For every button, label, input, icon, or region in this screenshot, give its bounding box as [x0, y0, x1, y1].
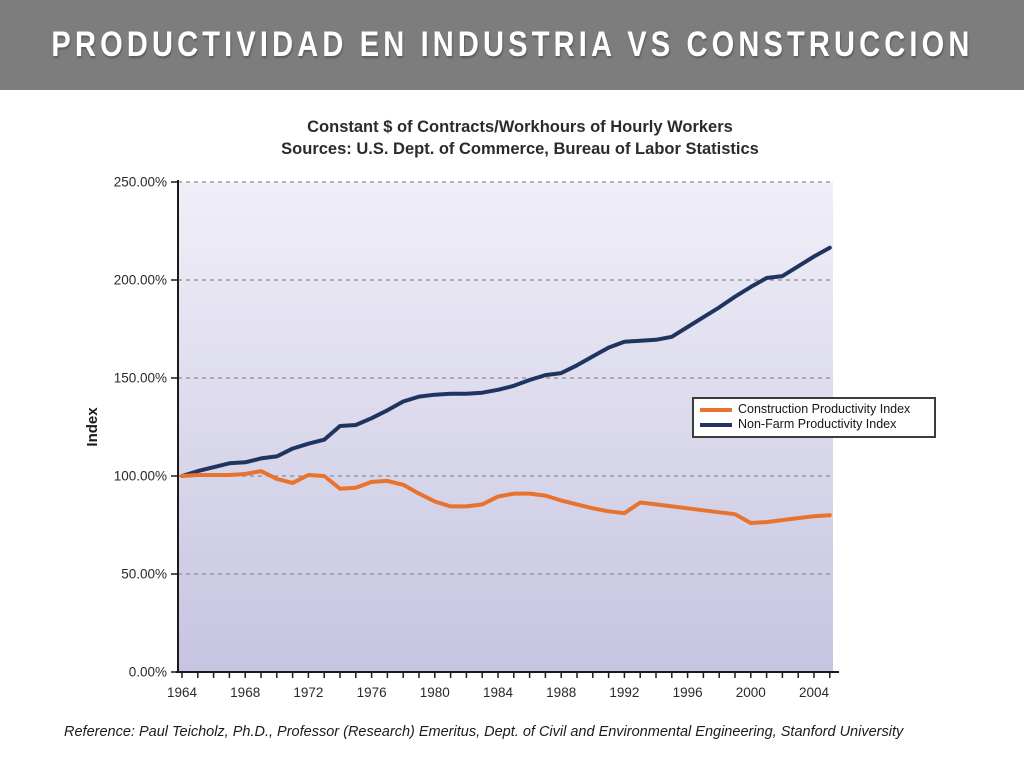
legend-item-nonfarm: Non-Farm Productivity Index: [698, 417, 930, 432]
y-tick-label: 200.00%: [114, 273, 167, 288]
x-tick-label: 1976: [357, 685, 387, 700]
title-banner: PRODUCTIVIDAD EN INDUSTRIA VS CONSTRUCCI…: [0, 0, 1024, 90]
chart-title-line2: Sources: U.S. Dept. of Commerce, Bureau …: [281, 140, 759, 158]
y-tick-label: 250.00%: [114, 175, 167, 190]
x-tick-label: 1996: [673, 685, 703, 700]
x-tick-label: 1984: [483, 685, 514, 700]
x-tick-label: 1992: [609, 685, 639, 700]
construction-line-swatch: [700, 407, 732, 412]
x-tick-label: 1972: [293, 685, 323, 700]
chart-title-line1: Constant $ of Contracts/Workhours of Hou…: [307, 118, 733, 136]
axes: [171, 180, 839, 678]
y-tick-label: 150.00%: [114, 371, 167, 386]
y-tick-label: 0.00%: [129, 665, 167, 680]
x-tick-label: 1968: [230, 685, 260, 700]
x-tick-label: 1980: [420, 685, 450, 700]
y-tick-label: 50.00%: [121, 567, 167, 582]
reference-text: Reference: Paul Teicholz, Ph.D., Profess…: [64, 724, 904, 740]
legend-label-construction: Construction Productivity Index: [738, 402, 911, 416]
construction-productivity-line: [180, 469, 832, 525]
legend-label-nonfarm: Non-Farm Productivity Index: [738, 417, 897, 431]
slide-title: PRODUCTIVIDAD EN INDUSTRIA VS CONSTRUCCI…: [50, 25, 974, 64]
nonfarm-productivity-line: [180, 245, 832, 478]
x-tick-label: 2000: [736, 685, 766, 700]
x-tick-label: 1964: [167, 685, 198, 700]
y-tick-label: 100.00%: [114, 469, 167, 484]
axis-labels: 0.00% 50.00% 100.00% 150.00% 200.00% 250.00% 1…: [114, 175, 830, 701]
x-tick-label: 2004: [799, 685, 830, 700]
data-series: [180, 245, 832, 525]
chart-legend: Construction Productivity Index Non-Farm…: [692, 397, 936, 438]
gridlines: [178, 181, 833, 575]
x-tick-label: 1988: [546, 685, 576, 700]
y-axis-title: Index: [84, 407, 101, 447]
legend-item-construction: Construction Productivity Index: [698, 402, 930, 417]
nonfarm-line-swatch: [700, 422, 732, 427]
